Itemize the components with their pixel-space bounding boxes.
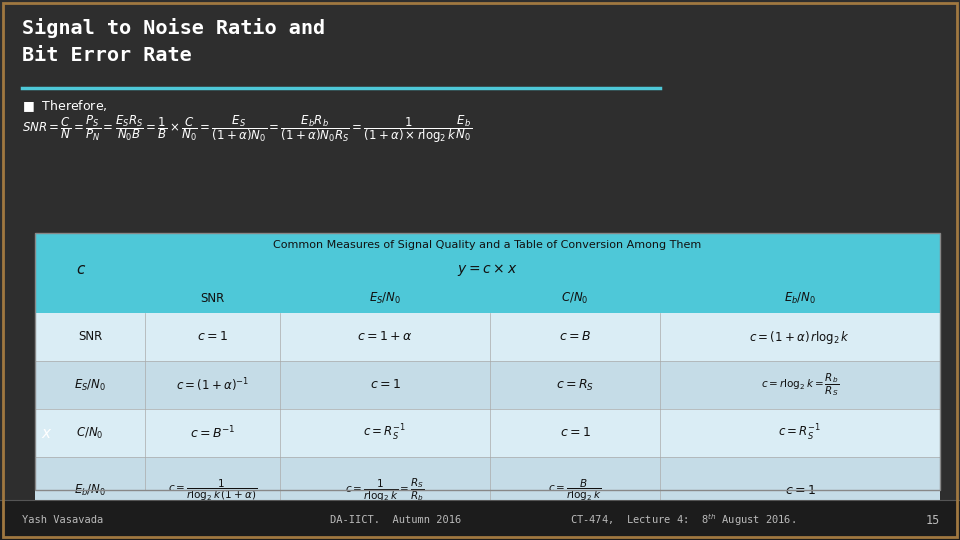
Text: $c = R_S$: $c = R_S$ <box>556 377 594 393</box>
Text: $C/N_0$: $C/N_0$ <box>562 291 588 306</box>
Text: $E_S/N_0$: $E_S/N_0$ <box>74 377 107 393</box>
Text: $x$: $x$ <box>41 426 53 441</box>
Bar <box>35 233 940 490</box>
Text: $c = (1+\alpha)\,r\log_2 k$: $c = (1+\alpha)\,r\log_2 k$ <box>750 328 851 346</box>
Text: $c = \dfrac{1}{r\log_2 k} = \dfrac{R_S}{R_b}$: $c = \dfrac{1}{r\log_2 k} = \dfrac{R_S}{… <box>346 476 424 503</box>
Bar <box>35 233 940 257</box>
Text: Yash Vasavada: Yash Vasavada <box>22 515 104 525</box>
Text: $c = 1$: $c = 1$ <box>370 379 400 392</box>
Text: $E_S/N_0$: $E_S/N_0$ <box>369 291 401 306</box>
Text: $c = R_S^{-1}$: $c = R_S^{-1}$ <box>364 423 407 443</box>
Text: DA-IICT.  Autumn 2016: DA-IICT. Autumn 2016 <box>330 515 461 525</box>
Text: $c = 1$: $c = 1$ <box>560 427 590 440</box>
Text: $E_b/N_0$: $E_b/N_0$ <box>783 291 816 306</box>
Text: $c = (1+\alpha)^{-1}$: $c = (1+\alpha)^{-1}$ <box>176 376 249 394</box>
Bar <box>35 257 940 283</box>
Bar <box>35 409 940 457</box>
Text: $c = \dfrac{1}{r\log_2 k\,(1+\alpha)}$: $c = \dfrac{1}{r\log_2 k\,(1+\alpha)}$ <box>168 477 257 503</box>
Text: $c = r\log_2 k = \dfrac{R_b}{R_S}$: $c = r\log_2 k = \dfrac{R_b}{R_S}$ <box>761 372 839 399</box>
Text: SNR: SNR <box>78 330 102 343</box>
Text: $E_b/N_0$: $E_b/N_0$ <box>74 482 107 497</box>
Text: $\blacksquare$  Therefore,: $\blacksquare$ Therefore, <box>22 98 108 114</box>
Text: $c = R_S^{-1}$: $c = R_S^{-1}$ <box>779 423 822 443</box>
Bar <box>145 283 940 313</box>
Text: $c = 1 + \alpha$: $c = 1 + \alpha$ <box>357 330 413 343</box>
Bar <box>35 257 145 313</box>
Bar <box>0 500 960 540</box>
Bar <box>35 233 940 490</box>
Text: $c = 1$: $c = 1$ <box>197 330 228 343</box>
Text: SNR: SNR <box>201 292 225 305</box>
Text: $C/N_0$: $C/N_0$ <box>76 426 104 441</box>
Text: $y = c \times x$: $y = c \times x$ <box>457 262 517 278</box>
Text: Common Measures of Signal Quality and a Table of Conversion Among Them: Common Measures of Signal Quality and a … <box>274 240 702 250</box>
Bar <box>35 361 940 409</box>
Text: $c = \dfrac{B}{r\log_2 k}$: $c = \dfrac{B}{r\log_2 k}$ <box>548 477 602 503</box>
Text: $SNR = \dfrac{C}{N} = \dfrac{P_S}{P_N} = \dfrac{E_S R_S}{N_0 B} = \dfrac{1}{B} \: $SNR = \dfrac{C}{N} = \dfrac{P_S}{P_N} =… <box>22 113 472 145</box>
Text: $c = 1$: $c = 1$ <box>784 483 815 496</box>
Text: Bit Error Rate: Bit Error Rate <box>22 46 192 65</box>
Bar <box>35 313 940 361</box>
Text: CT-474,  Lecture 4:  8$^{th}$ August 2016.: CT-474, Lecture 4: 8$^{th}$ August 2016. <box>570 512 796 528</box>
Text: $c$: $c$ <box>76 262 86 278</box>
Text: 15: 15 <box>925 514 940 526</box>
Text: Signal to Noise Ratio and: Signal to Noise Ratio and <box>22 18 325 38</box>
Text: $c = B^{-1}$: $c = B^{-1}$ <box>190 424 235 441</box>
Bar <box>35 457 940 523</box>
Text: $c = B$: $c = B$ <box>559 330 591 343</box>
